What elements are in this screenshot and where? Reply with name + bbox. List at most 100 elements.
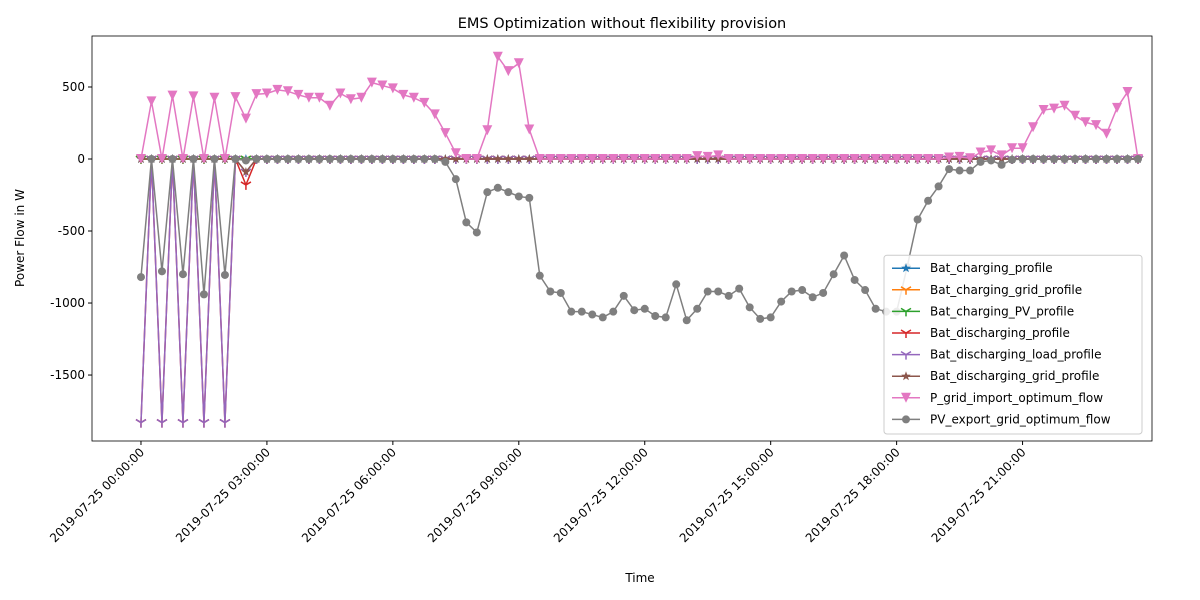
marker	[177, 418, 189, 428]
marker	[335, 88, 346, 99]
marker	[661, 313, 670, 322]
marker	[629, 153, 640, 164]
marker	[566, 153, 577, 164]
marker	[303, 92, 314, 103]
marker	[241, 156, 250, 165]
marker	[136, 273, 145, 282]
marker	[871, 304, 880, 313]
legend-label: Bat_discharging_grid_profile	[930, 369, 1099, 383]
marker	[900, 286, 912, 295]
marker	[135, 418, 147, 428]
marker	[378, 154, 387, 163]
marker	[713, 150, 724, 161]
marker	[336, 154, 345, 163]
marker	[493, 183, 502, 192]
marker	[1049, 103, 1060, 114]
marker	[671, 153, 682, 164]
marker	[630, 306, 639, 315]
marker	[315, 154, 324, 163]
marker	[535, 271, 544, 280]
marker	[777, 297, 786, 306]
marker	[324, 100, 335, 111]
marker	[504, 188, 513, 197]
marker	[870, 153, 881, 164]
marker	[262, 154, 271, 163]
y-tick-label: 500	[62, 80, 85, 94]
marker	[660, 153, 671, 164]
marker	[199, 290, 208, 299]
marker	[900, 329, 912, 338]
marker	[744, 153, 755, 164]
marker	[934, 182, 943, 191]
marker	[587, 153, 598, 164]
marker	[177, 153, 188, 164]
marker	[388, 154, 397, 163]
marker	[891, 153, 902, 164]
series-line	[140, 54, 1139, 160]
marker	[902, 415, 910, 424]
marker	[881, 153, 892, 164]
marker	[189, 154, 198, 163]
marker	[451, 154, 461, 163]
x-axis-label: Time	[624, 571, 654, 585]
marker	[252, 154, 261, 163]
marker	[651, 311, 660, 320]
marker	[672, 280, 681, 289]
marker	[429, 109, 440, 120]
marker	[923, 153, 934, 164]
legend-label: Bat_discharging_load_profile	[930, 348, 1102, 362]
marker	[901, 263, 911, 273]
marker	[945, 165, 954, 174]
marker	[900, 307, 912, 317]
marker	[555, 153, 566, 164]
marker	[986, 145, 997, 156]
marker	[765, 153, 776, 164]
marker	[503, 154, 514, 163]
legend-label: Bat_charging_profile	[930, 261, 1053, 275]
marker	[755, 153, 766, 164]
marker	[618, 153, 629, 164]
marker	[976, 157, 985, 166]
marker	[168, 154, 177, 163]
marker	[304, 154, 313, 163]
marker	[1039, 154, 1048, 163]
x-tick-label: 2019-07-25 03:00:00	[173, 445, 273, 545]
marker	[681, 153, 692, 164]
marker	[609, 307, 618, 316]
marker	[798, 286, 807, 295]
marker	[900, 350, 912, 360]
marker	[188, 91, 199, 102]
marker	[745, 303, 754, 312]
marker	[219, 418, 231, 428]
marker	[577, 307, 586, 316]
marker	[861, 286, 870, 295]
marker	[345, 94, 356, 105]
marker	[597, 153, 608, 164]
legend-label: P_grid_import_optimum_flow	[930, 391, 1103, 405]
marker	[1071, 154, 1080, 163]
marker	[966, 166, 975, 175]
marker	[860, 153, 871, 164]
marker	[240, 113, 251, 124]
marker	[702, 151, 713, 162]
x-tick-label: 2019-07-25 06:00:00	[299, 445, 399, 545]
marker	[367, 154, 376, 163]
legend-label: Bat_charging_grid_profile	[930, 283, 1082, 297]
marker	[240, 181, 252, 190]
marker	[955, 166, 964, 175]
x-tick-label: 2019-07-25 09:00:00	[425, 445, 525, 545]
marker	[682, 316, 691, 325]
marker	[735, 284, 744, 293]
marker	[283, 154, 292, 163]
marker	[588, 310, 597, 319]
marker	[261, 88, 272, 99]
marker	[430, 154, 439, 163]
y-tick-label: -500	[58, 224, 85, 238]
marker	[273, 154, 282, 163]
marker	[1112, 102, 1123, 113]
y-tick-label: 0	[77, 152, 85, 166]
marker	[818, 153, 829, 164]
marker	[398, 89, 409, 100]
marker	[913, 215, 922, 224]
marker	[1017, 143, 1028, 154]
